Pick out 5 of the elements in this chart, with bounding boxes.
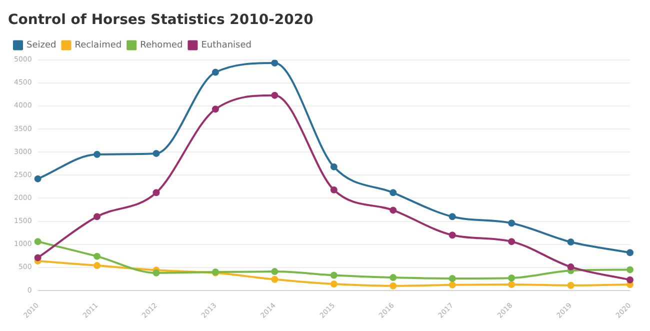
chart-title: Control of Horses Statistics 2010-2020 bbox=[8, 12, 314, 28]
legend-label: Reclaimed bbox=[74, 40, 122, 51]
legend-label: Rehomed bbox=[140, 40, 183, 51]
legend-label: Euthanised bbox=[201, 40, 252, 51]
legend-label: Seized bbox=[26, 40, 56, 51]
